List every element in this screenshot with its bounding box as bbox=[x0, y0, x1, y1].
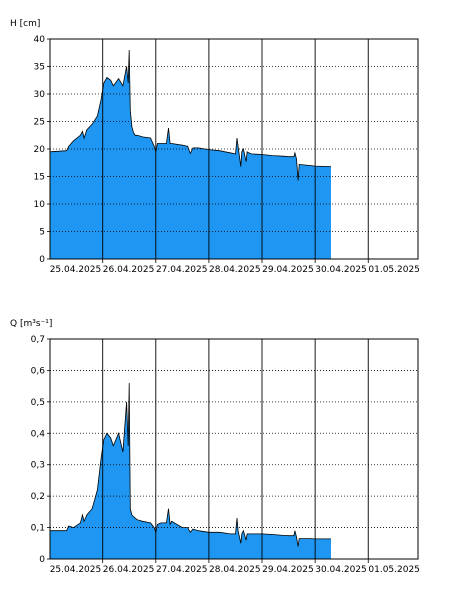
chart-panel-2: 0 0,1 0,2 0,3 0,4 0,5 0,6 0,7 25.04.2025 26.04.20… bbox=[10, 319, 420, 575]
x-tick-label: 25.04.2025 bbox=[50, 565, 102, 575]
x-tick-label: 30.04.2025 bbox=[315, 265, 367, 275]
y-tick-label: 0,6 bbox=[31, 366, 46, 376]
y-tick-label: 15 bbox=[34, 173, 45, 183]
y-tick-label: 10 bbox=[34, 200, 46, 210]
y-tick-label: 0 bbox=[39, 255, 45, 265]
y-tick-label: 0,7 bbox=[31, 335, 45, 345]
y-axis-label: Q [m³s⁻¹] bbox=[10, 319, 52, 329]
y-tick-label: 0,1 bbox=[31, 524, 45, 534]
series-area bbox=[49, 383, 331, 559]
y-tick-label: 0,3 bbox=[31, 461, 45, 471]
x-tick-label: 28.04.2025 bbox=[209, 265, 261, 275]
y-tick-label: 35 bbox=[34, 63, 45, 73]
y-tick-label: 5 bbox=[39, 228, 45, 238]
plot-frame bbox=[49, 338, 419, 560]
x-tick-label: 26.04.2025 bbox=[103, 265, 155, 275]
x-tick-label: 29.04.2025 bbox=[262, 265, 314, 275]
x-tick-label: 01.05.2025 bbox=[368, 265, 420, 275]
y-tick-label: 0,2 bbox=[31, 492, 45, 502]
series-area bbox=[49, 50, 331, 259]
x-tick-label: 29.04.2025 bbox=[262, 565, 314, 575]
x-tick-label: 25.04.2025 bbox=[50, 265, 102, 275]
y-axis-label: H [cm] bbox=[10, 19, 40, 29]
x-tick-label: 27.04.2025 bbox=[156, 265, 208, 275]
y-tick-label: 0,5 bbox=[31, 398, 45, 408]
x-tick-label: 01.05.2025 bbox=[368, 565, 420, 575]
y-tick-label: 25 bbox=[34, 118, 45, 128]
x-tick-label: 27.04.2025 bbox=[156, 565, 208, 575]
y-tick-label: 0 bbox=[39, 555, 45, 565]
x-tick-label: 30.04.2025 bbox=[315, 565, 367, 575]
y-tick-label: 40 bbox=[34, 35, 46, 45]
x-tick-label: 28.04.2025 bbox=[209, 565, 261, 575]
y-tick-label: 30 bbox=[34, 90, 46, 100]
chart-panel-1: 0 5 10 15 20 25 30 35 40 25.04.2025 26.04.2025 27.0… bbox=[10, 19, 420, 275]
y-tick-label: 20 bbox=[34, 145, 46, 155]
y-tick-label: 0,4 bbox=[31, 429, 46, 439]
plot-frame bbox=[49, 38, 419, 260]
x-tick-label: 26.04.2025 bbox=[103, 565, 155, 575]
